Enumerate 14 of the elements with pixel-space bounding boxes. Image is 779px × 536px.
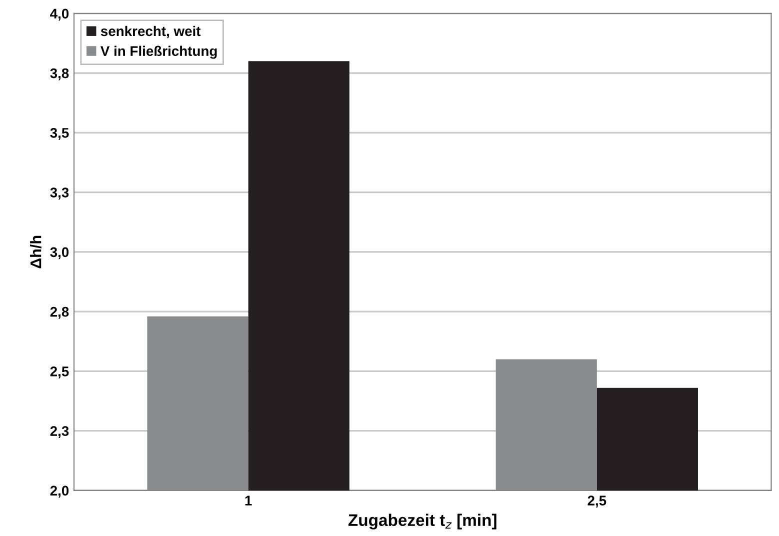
legend-label: V in Fließrichtung	[100, 46, 217, 59]
y-tick-label: 2,0	[50, 486, 69, 498]
y-tick-label: 2,5	[50, 366, 69, 378]
y-tick-label: 3,0	[50, 247, 69, 260]
x-axis-title: Zugabezeit t$_{z}$ [min]	[348, 514, 496, 530]
x-tick-label: 1	[245, 496, 252, 506]
y-tick-label: 3,3	[50, 188, 69, 200]
y-tick-label: 2,3	[50, 426, 69, 438]
y-axis-title: Δh/h	[30, 236, 42, 268]
y-tick-label: 3,8	[50, 68, 69, 80]
y-tick-label: 2,8	[50, 306, 69, 319]
legend-label: senkrecht, weit	[100, 26, 201, 38]
y-tick-label: 3,5	[50, 128, 69, 140]
y-tick-label: 4,0	[50, 8, 69, 21]
